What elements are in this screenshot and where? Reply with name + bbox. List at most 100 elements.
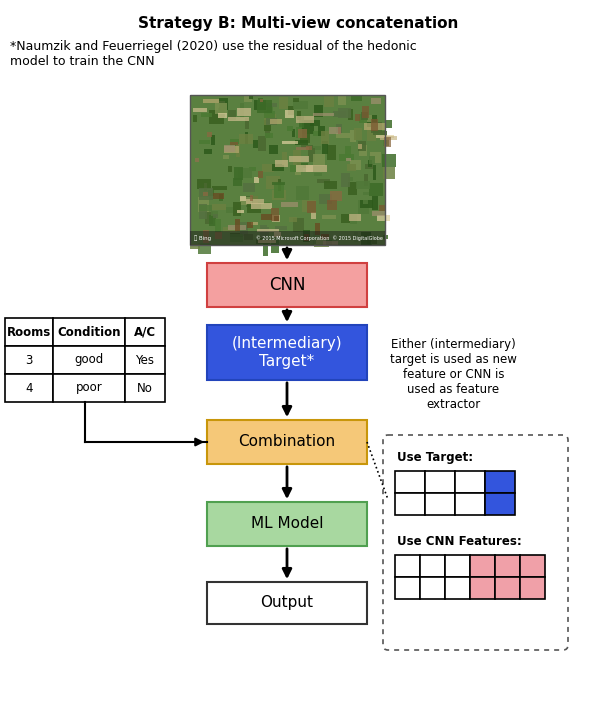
Bar <box>347 177 352 181</box>
Bar <box>346 158 351 161</box>
Bar <box>229 138 239 150</box>
Bar <box>384 137 391 147</box>
Text: poor: poor <box>76 381 103 395</box>
Bar <box>314 239 329 247</box>
Bar <box>218 107 228 114</box>
Bar <box>347 164 356 171</box>
Bar <box>369 156 375 164</box>
Bar <box>301 145 313 148</box>
Bar <box>296 165 313 172</box>
Bar <box>272 181 285 185</box>
Bar <box>125 346 165 374</box>
Bar <box>278 179 281 191</box>
Bar <box>275 225 287 230</box>
Bar <box>207 325 367 380</box>
Bar <box>257 202 270 209</box>
Bar <box>313 113 334 116</box>
Bar <box>369 183 383 196</box>
Bar <box>208 190 215 196</box>
Bar <box>383 234 388 239</box>
Bar <box>252 222 258 225</box>
Bar <box>318 126 325 136</box>
Bar <box>359 114 367 124</box>
Bar <box>228 110 237 121</box>
Text: Use CNN Features:: Use CNN Features: <box>397 535 522 548</box>
Bar <box>200 140 210 144</box>
Bar <box>520 555 545 577</box>
Bar <box>270 119 283 124</box>
Bar <box>350 215 357 225</box>
Bar <box>300 128 310 143</box>
Bar <box>213 215 218 218</box>
Text: Strategy B: Multi-view concatenation: Strategy B: Multi-view concatenation <box>138 16 458 31</box>
Bar <box>283 237 294 240</box>
Bar <box>322 140 328 154</box>
Bar <box>246 199 263 204</box>
Bar <box>193 115 197 122</box>
Bar <box>238 134 253 144</box>
Bar <box>373 165 376 181</box>
Bar <box>354 128 362 140</box>
Text: Use Target:: Use Target: <box>397 451 473 464</box>
Bar <box>327 200 337 210</box>
Bar <box>351 96 362 101</box>
Bar <box>207 420 367 464</box>
Bar <box>278 97 288 109</box>
Bar <box>355 114 360 121</box>
Bar <box>425 493 455 515</box>
Bar <box>240 196 246 201</box>
Bar <box>293 98 299 102</box>
Bar <box>194 157 199 162</box>
Bar <box>209 215 216 226</box>
Text: *Naumzik and Feuerriegel (2020) use the residual of the hedonic
model to train t: *Naumzik and Feuerriegel (2020) use the … <box>10 40 417 68</box>
Bar <box>229 234 243 242</box>
Bar <box>222 103 225 117</box>
Bar <box>311 119 320 126</box>
Bar <box>198 197 209 212</box>
Bar <box>470 577 495 599</box>
Bar <box>377 215 390 221</box>
Bar <box>324 95 334 107</box>
Bar <box>203 99 219 103</box>
Bar <box>378 205 386 211</box>
Bar <box>327 145 336 160</box>
Bar <box>308 148 315 162</box>
Bar <box>261 214 272 220</box>
Bar <box>237 109 250 116</box>
Bar <box>198 244 210 254</box>
Bar <box>420 555 445 577</box>
Bar <box>125 374 165 402</box>
Text: No: No <box>137 381 153 395</box>
Bar <box>274 183 284 198</box>
Bar <box>244 95 252 102</box>
Bar <box>228 117 249 121</box>
Bar <box>262 164 274 172</box>
Bar <box>364 191 370 196</box>
Bar <box>281 202 299 207</box>
Bar <box>293 102 308 109</box>
Bar <box>253 196 258 208</box>
Bar <box>265 130 271 138</box>
Bar <box>197 179 211 189</box>
Bar <box>207 263 367 307</box>
Bar <box>520 577 545 599</box>
Bar <box>315 223 320 235</box>
Bar <box>211 135 215 145</box>
Bar <box>230 233 243 237</box>
Bar <box>395 577 420 599</box>
Bar <box>190 95 385 245</box>
Bar <box>209 110 224 124</box>
Bar <box>339 96 346 104</box>
Bar <box>296 116 314 124</box>
Bar <box>207 582 367 624</box>
Bar <box>256 238 271 244</box>
Bar <box>233 202 241 216</box>
Bar <box>455 471 485 493</box>
Text: Either (intermediary)
target is used as new
feature or CNN is
used as feature
ex: Either (intermediary) target is used as … <box>390 338 517 411</box>
Bar <box>302 121 315 133</box>
Bar <box>368 160 372 167</box>
Bar <box>215 219 221 234</box>
Bar <box>205 212 213 224</box>
Bar <box>240 197 253 205</box>
Bar <box>260 225 266 238</box>
